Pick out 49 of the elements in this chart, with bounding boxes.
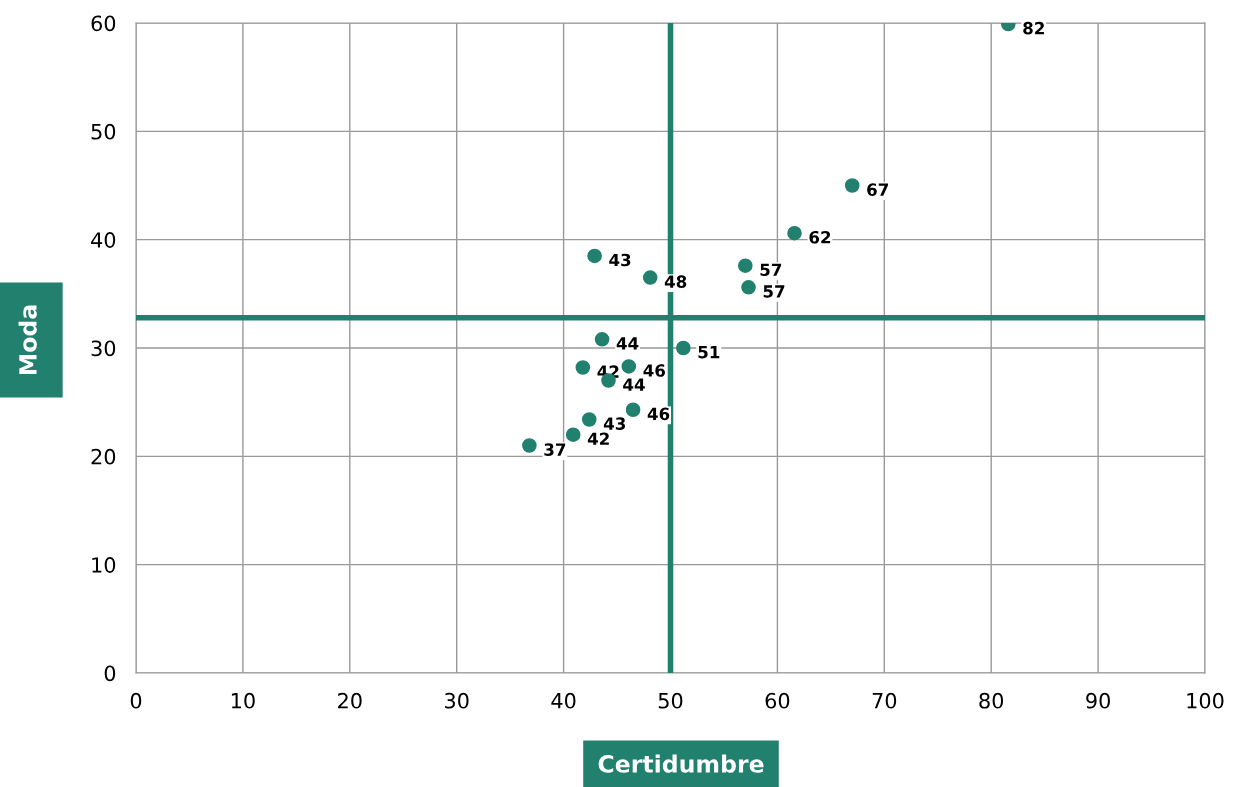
- annotation: 42: [587, 432, 609, 445]
- point: [581, 412, 597, 427]
- annotation: 82: [1023, 21, 1044, 35]
- y-axis-title: Moda: [18, 305, 37, 375]
- y-tick-label: 0: [104, 665, 116, 682]
- point: [621, 359, 637, 374]
- annotation: 43: [609, 253, 631, 267]
- x-tick-label: 30: [445, 692, 469, 709]
- point: [625, 402, 641, 418]
- point: [575, 360, 591, 375]
- x-tick-label: 80: [979, 692, 1004, 709]
- point: [522, 438, 537, 453]
- x-tick-label: 50: [658, 692, 683, 709]
- x-tick-label: 90: [1086, 692, 1110, 709]
- annotation: 44: [616, 337, 639, 350]
- annotation: 57: [760, 263, 782, 277]
- annotation: 51: [698, 346, 720, 359]
- point: [676, 340, 691, 356]
- point: [642, 270, 658, 285]
- annotation: 48: [664, 275, 687, 288]
- y-tick-label: 20: [91, 448, 116, 465]
- annotation: 44: [623, 378, 645, 391]
- annotation: 46: [647, 407, 670, 421]
- annotation: 43: [603, 417, 626, 430]
- x-tick-label: 70: [872, 692, 897, 709]
- annotation: 67: [867, 183, 888, 196]
- y-tick-label: 60: [91, 15, 116, 32]
- point: [565, 427, 581, 442]
- y-tick-label: 50: [91, 123, 116, 140]
- point: [594, 332, 610, 347]
- point: [741, 280, 756, 295]
- annotation: 37: [544, 443, 566, 456]
- x-tick-label: 100: [1187, 692, 1224, 709]
- annotation: 57: [763, 285, 785, 298]
- annotation: 46: [643, 364, 665, 377]
- x-tick-label: 0: [130, 692, 142, 709]
- point: [738, 258, 753, 273]
- y-tick-label: 40: [91, 232, 116, 248]
- x-tick-label: 60: [765, 692, 790, 709]
- point: [844, 178, 860, 193]
- y-tick-label: 30: [91, 340, 116, 357]
- y-tick-label: 10: [92, 557, 116, 573]
- annotation: 62: [809, 230, 831, 244]
- x-tick-label: 40: [551, 692, 576, 709]
- x-tick-label: 10: [231, 692, 255, 709]
- point: [587, 248, 602, 264]
- x-axis-title: Certidumbre: [598, 754, 764, 773]
- point: [787, 225, 802, 241]
- x-tick-label: 20: [338, 692, 362, 709]
